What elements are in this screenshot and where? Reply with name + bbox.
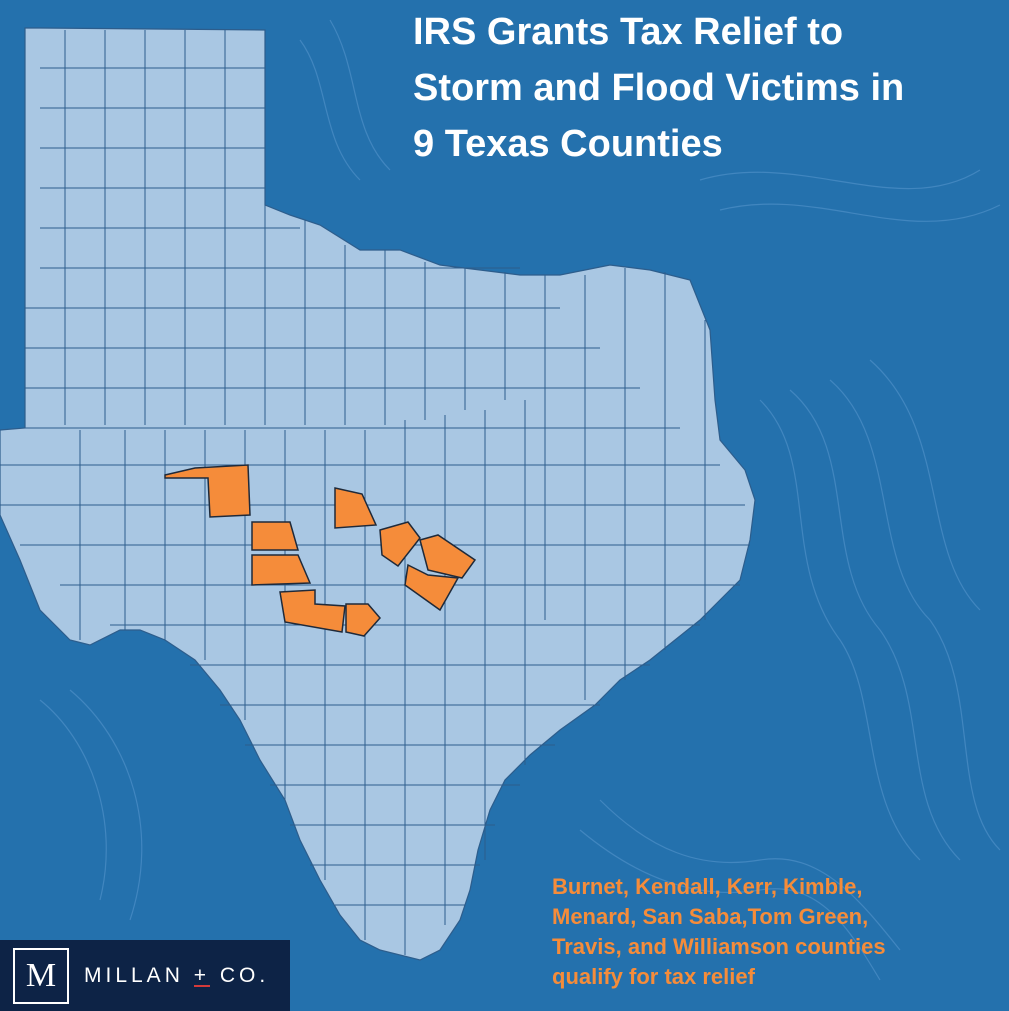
logo-name-right: CO. [219, 963, 270, 987]
county-williamson [419, 534, 477, 579]
county-burnet [379, 521, 421, 568]
highlighted-counties [164, 464, 477, 637]
county-tom-green [164, 464, 251, 518]
caption-line: Menard, San Saba,Tom Green, [552, 904, 869, 929]
caption-line: qualify for tax relief [552, 964, 755, 989]
brand-logo: M MILLAN + CO. [0, 940, 290, 1011]
county-borders [0, 30, 750, 955]
caption-line: Burnet, Kendall, Kerr, Kimble, [552, 874, 863, 899]
texas-land [0, 27, 756, 961]
county-kendall [345, 603, 381, 637]
county-kerr [279, 589, 346, 633]
logo-plus-icon: + [193, 963, 210, 987]
contour-lines [39, 19, 1001, 981]
county-travis [404, 563, 460, 612]
county-kimble [251, 554, 312, 586]
title-line: Storm and Flood Victims in [413, 67, 905, 109]
caption-line: Travis, and Williamson counties [552, 934, 886, 959]
title-line: 9 Texas Counties [413, 123, 723, 165]
page-title: IRS Grants Tax Relief to Storm and Flood… [413, 4, 1003, 172]
title-line: IRS Grants Tax Relief to [413, 11, 844, 53]
county-list-caption: Burnet, Kendall, Kerr, Kimble, Menard, S… [552, 872, 1002, 992]
county-menard [251, 521, 299, 551]
logo-name-left: MILLAN [84, 963, 184, 987]
county-san-saba [334, 487, 378, 529]
logo-wordmark: MILLAN + CO. [84, 964, 269, 988]
logo-mark-icon: M [13, 947, 69, 1004]
